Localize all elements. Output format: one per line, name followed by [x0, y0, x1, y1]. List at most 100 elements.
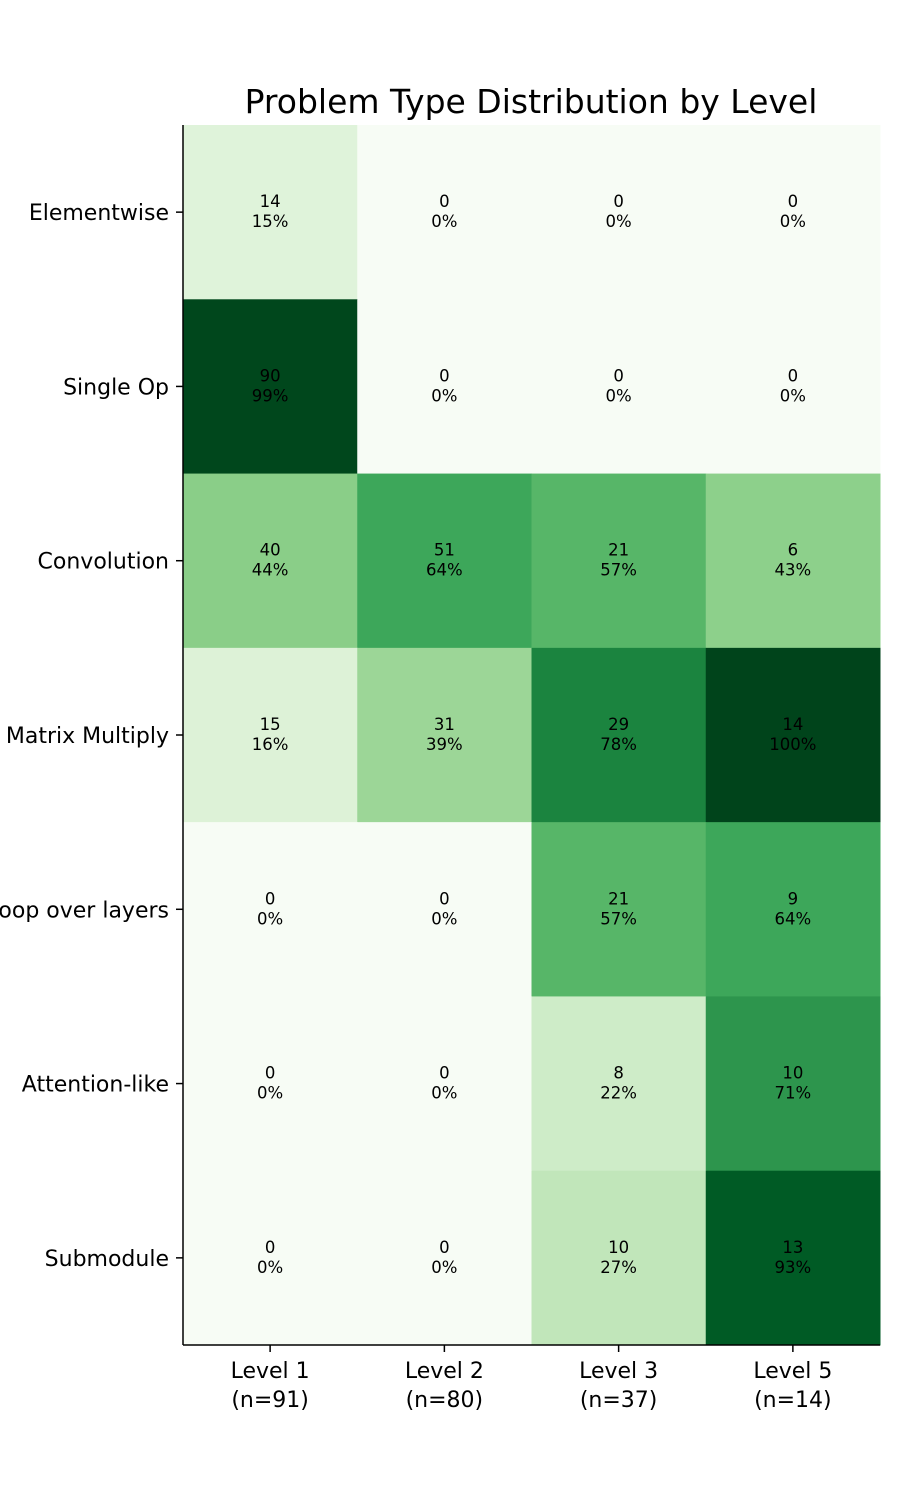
heatmap-cell: [357, 1170, 532, 1346]
x-tick-label: (n=37): [580, 1388, 658, 1413]
heatmap-cell: [357, 996, 532, 1172]
cell-count-label: 0: [439, 1064, 450, 1083]
cell-percent-label: 64%: [426, 561, 463, 580]
cell-percent-label: 64%: [775, 909, 812, 928]
heatmap-cell: [705, 996, 881, 1172]
cell-count-label: 0: [265, 889, 276, 908]
y-axis-labels: Elementwise Single Op Convolution Matrix Mu…: [0, 201, 183, 1272]
heatmap-cell: [531, 299, 707, 475]
heatmap-cell: [531, 473, 707, 649]
cell-count-label: 0: [439, 1238, 450, 1257]
heatmap-cell: [531, 996, 707, 1172]
x-axis-labels: Level 1 (n=91) Level 2 (n=80) Level 3 (n=37) L…: [231, 1345, 832, 1413]
cell-count-label: 0: [439, 366, 450, 385]
heatmap-cell: [357, 299, 532, 475]
y-tick-label: Elementwise: [29, 201, 169, 226]
cell-count-label: 14: [260, 192, 281, 211]
cell-count-label: 51: [434, 541, 455, 560]
cell-count-label: 0: [613, 192, 624, 211]
heatmap-cell: [531, 125, 707, 300]
cell-percent-label: 0%: [606, 386, 632, 405]
cell-percent-label: 57%: [600, 561, 637, 580]
heatmap-cell: [357, 647, 532, 823]
heatmap-cell: [183, 1170, 358, 1346]
cell-percent-label: 93%: [775, 1258, 812, 1277]
cell-percent-label: 0%: [257, 1258, 283, 1277]
cell-percent-label: 44%: [252, 561, 289, 580]
heatmap-cell: [183, 125, 358, 300]
cell-count-label: 0: [439, 192, 450, 211]
y-tick-label: Attention-like: [22, 1073, 169, 1098]
x-tick-label: Level 2: [405, 1359, 484, 1384]
cell-percent-label: 0%: [257, 909, 283, 928]
cell-percent-label: 27%: [600, 1258, 637, 1277]
x-tick-label: Level 3: [579, 1359, 658, 1384]
y-tick-label: Matrix Multiply: [6, 724, 169, 749]
cell-count-label: 13: [782, 1238, 803, 1257]
cell-count-label: 0: [265, 1238, 276, 1257]
heatmap-cell: [705, 473, 881, 649]
heatmap-cell: [705, 299, 881, 475]
cell-count-label: 8: [613, 1064, 624, 1083]
y-tick-label: Single Op: [63, 375, 169, 400]
cell-count-label: 0: [788, 192, 799, 211]
cell-count-label: 29: [608, 715, 629, 734]
cell-count-label: 0: [613, 366, 624, 385]
heatmap-cell: [183, 996, 358, 1172]
cell-percent-label: 0%: [257, 1084, 283, 1103]
cell-count-label: 10: [782, 1064, 803, 1083]
cell-percent-label: 0%: [431, 1258, 457, 1277]
heatmap-cell: [183, 822, 358, 997]
cell-count-label: 10: [608, 1238, 629, 1257]
cell-percent-label: 0%: [431, 386, 457, 405]
heatmap-cell: [531, 647, 707, 823]
heatmap-cell: [357, 125, 532, 300]
cell-count-label: 6: [788, 541, 799, 560]
cell-count-label: 21: [608, 541, 629, 560]
heatmap-cell: [705, 1170, 881, 1346]
x-tick-label: Level 5: [753, 1359, 832, 1384]
cell-percent-label: 0%: [431, 909, 457, 928]
cell-percent-label: 0%: [431, 1084, 457, 1103]
heatmap-cell: [357, 473, 532, 649]
x-tick-label: (n=80): [406, 1388, 484, 1413]
cell-count-label: 40: [260, 541, 281, 560]
heatmap-cell: [183, 473, 358, 649]
x-tick-label: Level 1: [231, 1359, 310, 1384]
x-tick-label: (n=14): [754, 1388, 832, 1413]
cell-count-label: 31: [434, 715, 455, 734]
y-tick-label: Convolution: [38, 550, 169, 575]
heatmap-cell: [705, 125, 881, 300]
y-tick-label: Submodule: [45, 1247, 169, 1272]
cell-percent-label: 78%: [600, 735, 637, 754]
cell-percent-label: 0%: [431, 212, 457, 231]
cell-count-label: 0: [439, 889, 450, 908]
cell-percent-label: 71%: [775, 1084, 812, 1103]
heatmap-cell: [357, 822, 532, 997]
x-tick-label: (n=91): [231, 1388, 309, 1413]
heatmap-cells: 1415%00%00%00%9099%00%00%00%4044%5164%21…: [183, 125, 881, 1346]
cell-count-label: 0: [265, 1064, 276, 1083]
cell-percent-label: 22%: [600, 1084, 637, 1103]
cell-count-label: 21: [608, 889, 629, 908]
cell-percent-label: 39%: [426, 735, 463, 754]
cell-count-label: 14: [782, 715, 803, 734]
cell-percent-label: 0%: [780, 386, 806, 405]
cell-percent-label: 57%: [600, 909, 637, 928]
cell-percent-label: 16%: [252, 735, 289, 754]
cell-percent-label: 0%: [606, 212, 632, 231]
heatmap-cell: [705, 647, 881, 823]
cell-count-label: 0: [788, 366, 799, 385]
chart-title: Problem Type Distribution by Level: [245, 82, 818, 121]
heatmap-cell: [531, 822, 707, 997]
cell-count-label: 90: [260, 366, 281, 385]
cell-percent-label: 0%: [780, 212, 806, 231]
y-tick-label: Loop over layers: [0, 898, 169, 923]
cell-count-label: 9: [788, 889, 799, 908]
heatmap-cell: [531, 1170, 707, 1346]
cell-percent-label: 15%: [252, 212, 289, 231]
cell-percent-label: 43%: [775, 561, 812, 580]
cell-percent-label: 100%: [769, 735, 816, 754]
cell-count-label: 15: [260, 715, 281, 734]
